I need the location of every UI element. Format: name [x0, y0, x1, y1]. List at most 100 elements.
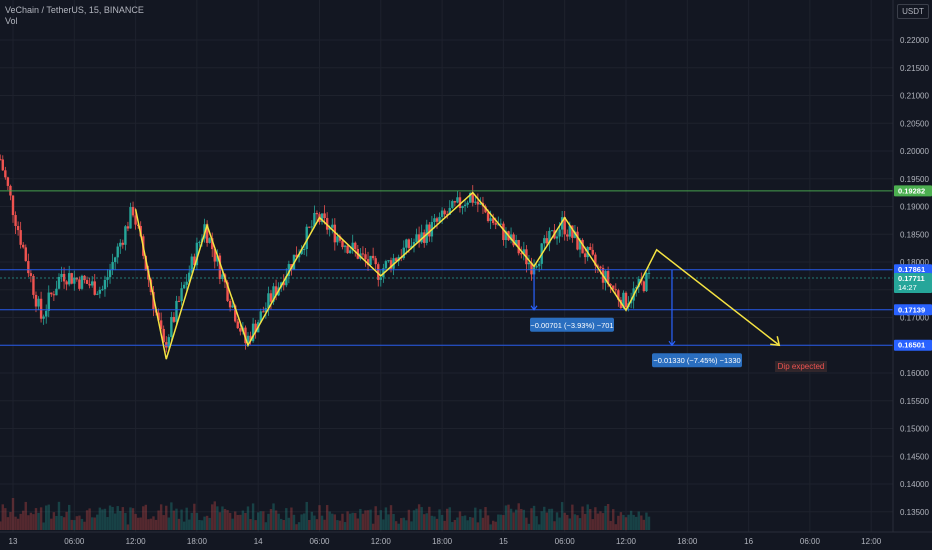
volume-bar: [558, 517, 561, 530]
candle-body: [315, 212, 319, 215]
x-tick-label: 06:00: [309, 537, 330, 546]
volume-bar: [239, 514, 242, 530]
candle-body: [152, 292, 155, 310]
candle-body: [205, 224, 209, 243]
candle-body: [328, 227, 331, 230]
volume-bar: [313, 515, 316, 530]
volume-bar: [627, 514, 630, 530]
volume-bar: [458, 511, 462, 530]
candle-body: [331, 224, 334, 228]
candle-body: [333, 224, 337, 243]
volume-bar: [34, 508, 38, 530]
candle-body: [80, 275, 84, 289]
candle-body: [11, 195, 15, 216]
candle-body: [308, 226, 311, 228]
volume-bar: [108, 505, 112, 530]
volume-bar: [571, 504, 574, 530]
x-tick-label: 13: [9, 537, 18, 546]
volume-bar: [295, 524, 298, 530]
candle-body: [134, 215, 137, 225]
volume-bar: [417, 504, 421, 530]
candle-body: [246, 335, 250, 344]
candle-body: [468, 193, 472, 203]
pattern-zigzag[interactable]: [134, 191, 780, 360]
horizontal-levels[interactable]: [0, 190, 893, 346]
candle-body: [435, 218, 439, 222]
volume-indicator-label[interactable]: Vol: [5, 16, 18, 26]
volume-bar: [144, 504, 148, 530]
volume-bar: [328, 511, 331, 530]
volume-bar: [387, 514, 390, 530]
candle-body: [448, 207, 451, 215]
volume-bar: [175, 508, 178, 530]
volume-bar: [244, 512, 247, 530]
volume-bar: [180, 509, 183, 530]
y-tick-label: 0.16000: [900, 369, 929, 378]
candle-body: [116, 246, 119, 258]
volume-bar: [269, 508, 273, 530]
candle-body: [412, 242, 416, 246]
volume-bar: [62, 517, 66, 530]
volume-bar: [407, 509, 411, 530]
volume-bar: [262, 511, 265, 530]
candle-body: [52, 294, 56, 296]
candle-body: [509, 234, 513, 241]
candle-body: [190, 256, 193, 273]
dip-annotation[interactable]: Dip expected: [778, 362, 825, 371]
candle-body: [384, 261, 388, 269]
candle-body: [415, 234, 418, 243]
volume-bar: [589, 509, 592, 530]
volume-bar: [583, 513, 587, 530]
price-label-resistance: [894, 185, 932, 197]
candle-body: [420, 232, 423, 243]
volume-bar: [282, 519, 285, 530]
volume-bar: [251, 503, 255, 530]
volume-bar: [259, 511, 262, 530]
volume-bar: [226, 510, 229, 530]
volume-bar: [159, 504, 163, 530]
volume-bar: [440, 514, 444, 530]
volume-bar: [228, 512, 232, 530]
candle-body: [50, 292, 53, 295]
volume-bar: [4, 508, 7, 530]
measure-annotations[interactable]: −0.00701 (−3.93%) −701 −0.01330 (−7.45%) …: [530, 269, 827, 372]
volume-bar: [16, 518, 20, 530]
time-axis[interactable]: 13 06:00 12:00 18:00 14 06:00 12:00 18:00 15 06:0…: [0, 531, 932, 546]
candle-body: [262, 311, 265, 313]
volume-bar: [257, 512, 260, 530]
volume-bar: [617, 515, 620, 530]
candle-body: [622, 292, 625, 309]
candle-body: [188, 272, 191, 282]
candle-body: [471, 193, 474, 203]
volume-bar: [149, 518, 153, 530]
volume-bar: [32, 514, 35, 530]
candle-body: [502, 223, 505, 241]
y-tick-label: 0.20500: [900, 119, 929, 128]
volume-bar: [205, 515, 209, 530]
candle-body: [642, 281, 646, 292]
volume-bar: [52, 512, 56, 530]
x-tick-label: 12:00: [126, 537, 147, 546]
candle-body: [170, 316, 173, 338]
volume-bar: [213, 501, 216, 530]
volume-bar: [494, 521, 497, 530]
volume-bar: [254, 520, 257, 530]
currency-button[interactable]: USDT: [897, 4, 929, 19]
volume-bar: [19, 513, 22, 530]
volume-bar: [451, 522, 454, 530]
candle-body: [185, 281, 188, 285]
candle-body: [583, 253, 587, 258]
volume-bar: [246, 506, 250, 530]
volume-bar: [131, 508, 135, 530]
volume-bar: [67, 504, 71, 530]
candle-body: [272, 286, 275, 302]
volume-bar: [139, 517, 142, 530]
volume-bar: [24, 501, 27, 530]
pattern-drawing[interactable]: [134, 191, 781, 360]
candle-body: [124, 226, 127, 245]
candle-body: [249, 335, 252, 342]
symbol-title[interactable]: VeChain / TetherUS, 15, BINANCE: [5, 5, 144, 15]
candle-body: [599, 266, 602, 268]
volume-bar: [124, 512, 127, 530]
